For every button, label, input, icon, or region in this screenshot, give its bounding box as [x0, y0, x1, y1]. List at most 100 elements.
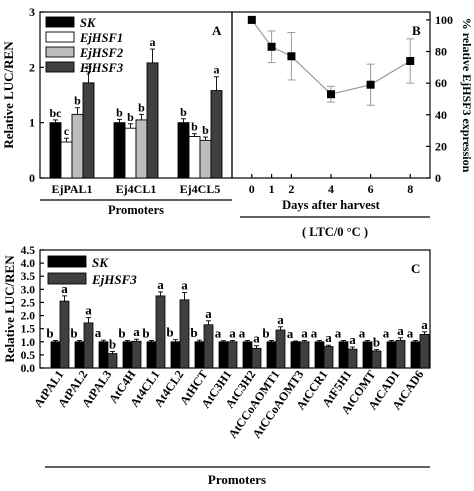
panel-c-significance-letter: b — [373, 335, 380, 350]
panel-c-bar-ejhsf3-at4cl1 — [155, 295, 166, 369]
panel-b-y-tick-label: 0 — [435, 171, 441, 185]
panel-a-bar-ejhsf2-ej4cl1 — [135, 119, 148, 179]
panel-b-data-point — [327, 90, 335, 99]
panel-c-bar-ejhsf3-atccr1 — [323, 346, 334, 369]
panel-b-y-tick-label: 80 — [435, 45, 447, 59]
panel-b-letter: B — [412, 23, 421, 38]
panel-c-bar-ejhsf3-atcad6 — [419, 334, 430, 369]
panel-b-y-tick-label: 40 — [435, 108, 447, 122]
panel-a-legend-label-ejhsf1: EjHSF1 — [79, 31, 123, 45]
panel-c-bar-sk-at4cl1 — [146, 341, 157, 369]
panel-c-bar-sk-atcad6 — [410, 341, 421, 369]
panel-a-x-tick-label-ej4cl1: Ej4CL1 — [116, 182, 157, 196]
panel-c-significance-letter: b — [190, 325, 197, 340]
panel-a-significance-letter: b — [138, 100, 145, 114]
panel-c-bar-sk-atcad1 — [386, 341, 397, 369]
panel-c-significance-letter: a — [287, 326, 294, 341]
panel-b-x-tick-label: 4 — [328, 182, 334, 196]
panel-c-significance-letter: b — [262, 325, 269, 340]
panel-a-x-tick-label-ejpal1: EjPAL1 — [51, 182, 92, 196]
panel-a-legend-label-sk: SK — [80, 16, 97, 30]
panel-b-x-tick-label: 2 — [288, 182, 294, 196]
panel-c-bar-ejhsf3-athct — [203, 324, 214, 369]
panel-c-bar-ejhsf3-atccoaomt1 — [275, 329, 286, 369]
panel-a-bar-ejhsf1-ej4cl5 — [188, 136, 201, 179]
panel-c-significance-letter: a — [229, 325, 236, 340]
panel-a-significance-letter: b — [127, 110, 134, 124]
panel-c-bar-sk-atf5h1 — [338, 341, 349, 369]
panel-a-significance-letter: bc — [50, 106, 63, 120]
panel-c-significance-letter: a — [301, 325, 308, 340]
panel-a-significance-letter: b — [180, 105, 187, 119]
panel-c-bar-chart: 0.00.51.01.52.02.53.03.54.04.5AtPAL1baAt… — [2, 245, 431, 487]
panel-a-legend-label-ejhsf3: EjHSF3 — [79, 61, 123, 75]
panel-a-bar-ejhsf3-ej4cl5 — [210, 90, 223, 179]
panel-a-y-tick-label: 3 — [29, 5, 35, 19]
panel-b-data-point — [406, 57, 415, 66]
panel-a-legend-swatch-ejhsf1 — [45, 31, 75, 43]
panel-a-letter: A — [212, 23, 222, 38]
panel-c-y-tick-label: 4.0 — [21, 258, 36, 270]
panel-c-bar-sk-atpal1 — [50, 341, 61, 369]
panel-b-data-point — [366, 80, 375, 89]
panel-c-significance-letter: a — [325, 330, 332, 345]
panel-a-legend-label-ejhsf2: EjHSF2 — [79, 46, 123, 60]
panel-c-y-tick-label: 2.5 — [21, 297, 36, 309]
panel-c-significance-letter: a — [205, 306, 212, 321]
panel-b-data-point — [267, 42, 276, 51]
panel-c-significance-letter: b — [109, 336, 116, 351]
panel-c-y-tick-label: 1.5 — [21, 324, 36, 336]
panel-a-significance-letter: c — [64, 124, 70, 138]
panel-c-bar-ejhsf3-atpal3 — [107, 353, 118, 369]
panel-c-legend-swatch-ejhsf3 — [47, 272, 87, 285]
panel-a-x-tick-label-ej4cl5: Ej4CL5 — [180, 182, 221, 196]
panel-a-x-axis-title: Promoters — [108, 203, 164, 217]
panel-c-legend-swatch-sk — [47, 255, 87, 268]
panel-c-letter: C — [411, 261, 420, 276]
panel-c-bar-ejhsf3-atcad1 — [395, 340, 406, 369]
panel-a-significance-letter: a — [86, 58, 92, 72]
panel-c-x-axis-title: Promoters — [208, 472, 266, 487]
panel-c-y-tick-label: 4.5 — [21, 245, 36, 257]
panel-c-bar-ejhsf3-atccoaomt3 — [299, 341, 310, 369]
panel-a-legend-swatch-ejhsf2 — [45, 46, 75, 58]
panel-c-significance-letter: a — [277, 312, 284, 327]
panel-c-y-tick-label: 3.5 — [21, 271, 36, 283]
panel-c-significance-letter: a — [335, 325, 342, 340]
panel-b-y-axis-title: % relative EjHSF3 expression — [460, 18, 474, 173]
panel-b-y-tick-label: 100 — [435, 13, 453, 27]
panel-c-y-axis-title: Relative LUC/REN — [2, 255, 17, 363]
panel-c-significance-letter: a — [215, 326, 222, 341]
panel-c-significance-letter: b — [142, 325, 149, 340]
panel-c-significance-letter: b — [46, 325, 53, 340]
panel-c-bar-ejhsf3-atpal2 — [83, 322, 94, 369]
panel-c-bar-sk-atc3h2 — [242, 341, 253, 369]
panel-b-x-tick-label: 1 — [269, 182, 275, 196]
panel-c-bar-ejhsf3-atc3h2 — [251, 347, 262, 369]
panel-c-bar-sk-atccoaomt1 — [266, 341, 277, 369]
panel-c-bar-ejhsf3-atcomt — [371, 350, 382, 369]
panel-a-bar-sk-ejpal1 — [49, 122, 62, 179]
panel-a-bar-ejhsf2-ej4cl5 — [199, 139, 212, 179]
panel-c-legend-label-ejhsf3: EjHSF3 — [91, 272, 137, 287]
panel-c-significance-letter: a — [421, 317, 428, 332]
panel-a-y-tick-label: 2 — [29, 60, 35, 74]
panel-a-significance-letter: a — [150, 35, 156, 49]
panel-c-bar-sk-atpal3 — [98, 341, 109, 369]
panel-c-significance-letter: b — [70, 325, 77, 340]
panel-c-y-tick-label: 0.0 — [21, 363, 36, 375]
panel-a-legend-swatch-ejhsf3 — [45, 61, 75, 73]
panel-a-significance-letter: a — [214, 63, 220, 77]
panel-c-significance-letter: a — [407, 325, 414, 340]
panel-a-significance-letter: b — [74, 94, 81, 108]
panel-c-y-tick-label: 0.5 — [21, 350, 36, 362]
panel-a-bar-ejhsf1-ej4cl1 — [124, 127, 137, 179]
panel-b-y-tick-label: 60 — [435, 76, 447, 90]
panel-c-significance-letter: a — [181, 277, 188, 292]
panel-a-legend-swatch-sk — [45, 16, 75, 28]
panel-c-significance-letter: b — [166, 325, 173, 340]
panel-c-significance-letter: a — [157, 277, 164, 292]
panel-c-bar-ejhsf3-atf5h1 — [347, 348, 358, 369]
